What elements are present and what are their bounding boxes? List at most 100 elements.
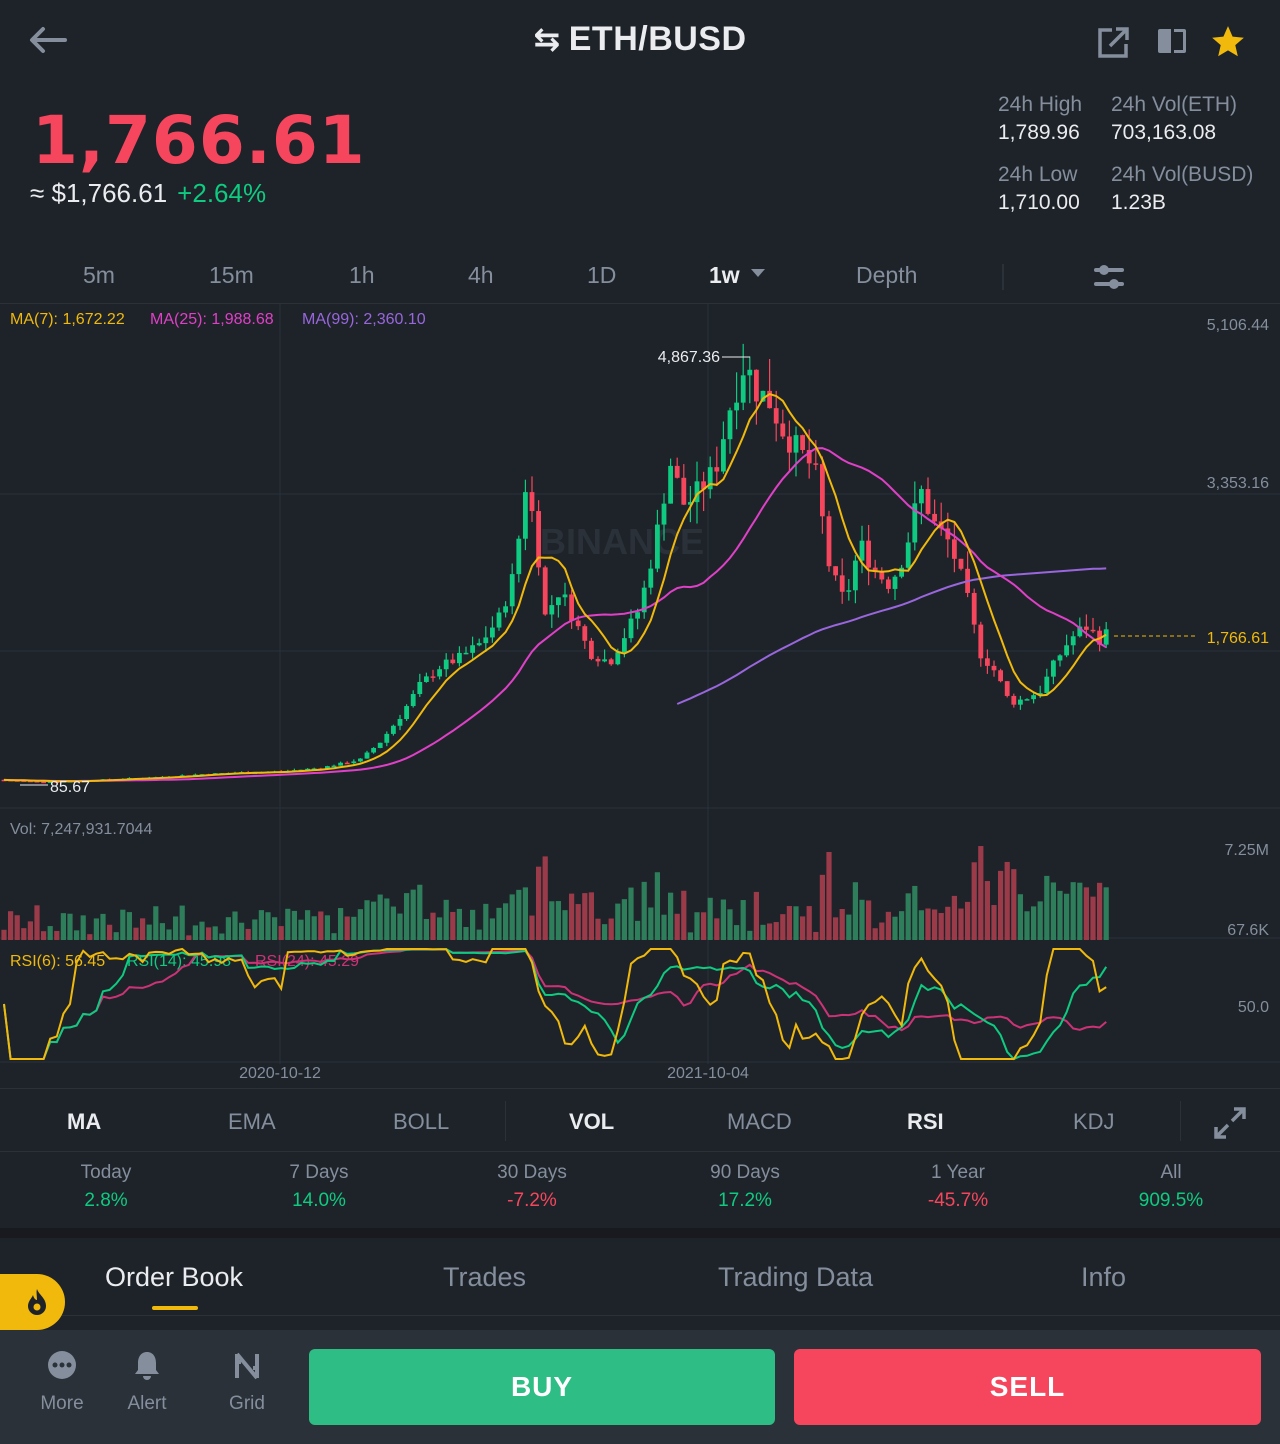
candle-body	[688, 502, 693, 505]
volume-bar	[806, 906, 812, 940]
pair-title[interactable]: ⇆ ETH/BUSD	[0, 20, 1280, 59]
rsi6-line	[3, 947, 1107, 1060]
share-button[interactable]	[1090, 18, 1138, 66]
candle-body	[1037, 693, 1043, 696]
volume-bar	[714, 918, 720, 940]
indicator-ma[interactable]: MA	[67, 1109, 102, 1134]
fullscreen-button[interactable]	[1210, 1103, 1250, 1143]
volume-bar	[1011, 869, 1017, 940]
candle-body	[1044, 676, 1050, 694]
interval-5m[interactable]: 5m	[83, 262, 115, 288]
volume-bar	[1037, 901, 1043, 940]
vol-tick-top: 7.25M	[1225, 842, 1269, 859]
volume-bar	[608, 918, 614, 940]
candle-body	[978, 624, 984, 659]
volume-bar	[786, 906, 792, 940]
volume-bar	[463, 927, 469, 940]
tab-trades[interactable]: Trades	[443, 1262, 527, 1292]
interval-1h[interactable]: 1h	[349, 262, 375, 288]
swap-icon: ⇆	[533, 21, 561, 57]
indicator-kdj[interactable]: KDJ	[1073, 1109, 1115, 1134]
tab-order-book[interactable]: Order Book	[105, 1262, 244, 1292]
volume-bar	[54, 930, 60, 940]
watermark: BINANCE	[540, 521, 704, 562]
volume-bar	[285, 908, 291, 940]
candle-body	[780, 423, 786, 437]
interval-bar: 5m 15m 1h 4h 1D 1w Depth	[0, 250, 1280, 304]
volume-bar	[140, 918, 146, 940]
candle-body	[41, 781, 46, 784]
volume-bar	[998, 870, 1004, 940]
interval-15m[interactable]: 15m	[209, 262, 254, 288]
volume-bar	[470, 909, 476, 940]
volume-bar	[371, 901, 377, 940]
compare-button[interactable]	[1148, 18, 1196, 66]
perf-label: 7 Days	[289, 1162, 349, 1183]
grid-button[interactable]: Grid	[207, 1350, 287, 1415]
chart-settings-button[interactable]	[1090, 258, 1128, 296]
candle-body	[661, 503, 667, 525]
indicator-rsi[interactable]: RSI	[907, 1109, 944, 1134]
chart-area[interactable]: BINANCE MA(7): 1,672.22 MA(25): 1,988.68…	[0, 304, 1280, 1088]
volume-bar	[813, 931, 819, 940]
more-icon	[48, 1351, 76, 1379]
perf-1year: 1 Year -45.7%	[852, 1162, 1064, 1212]
candle-body	[476, 643, 482, 646]
volume-bar	[423, 918, 429, 940]
caret-down-icon	[751, 269, 766, 277]
candle-body	[417, 681, 423, 695]
candle-body	[932, 513, 937, 522]
indicator-vol[interactable]: VOL	[569, 1109, 615, 1134]
candle-body	[509, 574, 515, 607]
candle-body	[371, 747, 376, 753]
candle-body	[945, 528, 951, 540]
candle-body	[1018, 699, 1023, 705]
volume-bar	[694, 912, 700, 940]
interval-1w-label: 1w	[709, 262, 740, 288]
candle-body	[529, 492, 535, 512]
bottom-action-bar: More Alert Grid BUY SELL	[0, 1330, 1280, 1444]
interval-1d[interactable]: 1D	[587, 262, 617, 288]
interval-1w[interactable]: 1w	[709, 262, 766, 289]
volume-bar	[291, 910, 297, 940]
interval-4h[interactable]: 4h	[468, 262, 494, 288]
volume-bar	[351, 916, 357, 940]
star-icon	[1212, 26, 1244, 57]
more-button[interactable]: More	[22, 1350, 102, 1415]
alert-button[interactable]: Alert	[107, 1350, 187, 1415]
volume-bar	[278, 926, 284, 940]
candle-body	[1031, 695, 1036, 700]
candle-body	[668, 465, 673, 504]
volume-bar	[661, 914, 667, 940]
volume-bar	[918, 910, 924, 940]
candle-body	[892, 576, 898, 589]
volume-bar	[674, 913, 680, 940]
bell-icon	[135, 1352, 159, 1380]
volume-bar	[113, 932, 119, 940]
hot-badge-button[interactable]	[0, 1274, 65, 1330]
candlestick-chart[interactable]: BINANCE MA(7): 1,672.22 MA(25): 1,988.68…	[0, 304, 1280, 1088]
indicator-ema[interactable]: EMA	[228, 1109, 276, 1134]
candle-body	[575, 620, 581, 627]
candle-body	[721, 439, 726, 472]
indicator-boll[interactable]: BOLL	[393, 1109, 450, 1134]
volume-bar	[364, 900, 370, 940]
ma99-line	[676, 567, 1107, 705]
back-button[interactable]	[22, 18, 72, 62]
indicator-macd[interactable]: MACD	[727, 1109, 792, 1134]
volume-bar	[331, 933, 337, 940]
active-tab-indicator	[152, 1306, 198, 1310]
volume-bar	[443, 899, 449, 940]
tab-trading-data[interactable]: Trading Data	[718, 1262, 874, 1292]
candle-body	[602, 659, 607, 662]
sell-button[interactable]: SELL	[794, 1349, 1261, 1425]
favorite-button[interactable]	[1204, 18, 1252, 66]
candle-body	[714, 467, 720, 472]
buy-button[interactable]: BUY	[309, 1349, 775, 1425]
tab-info[interactable]: Info	[1081, 1262, 1127, 1292]
interval-depth[interactable]: Depth	[856, 262, 918, 288]
volume-bar	[212, 926, 218, 940]
volume-bar	[562, 910, 568, 940]
volume-bar	[707, 897, 713, 940]
candle-body	[879, 571, 885, 580]
